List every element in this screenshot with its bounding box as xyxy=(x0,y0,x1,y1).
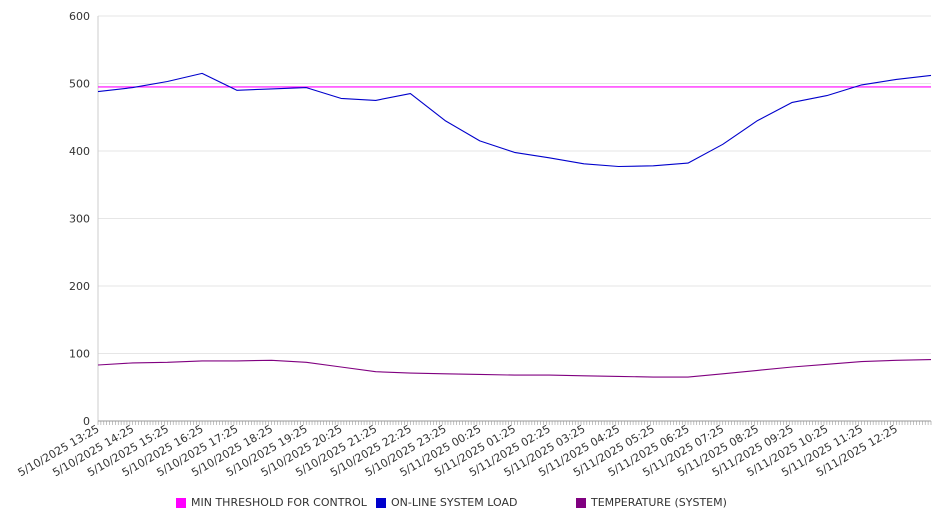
y-tick-label: 300 xyxy=(69,213,90,226)
y-tick-label: 600 xyxy=(69,10,90,23)
y-tick-labels: 0 100 200 300 400 500 600 xyxy=(69,10,90,428)
x-tick-labels: 5/10/2025 13:255/10/2025 14:255/10/2025 … xyxy=(16,422,900,479)
legend-label-min-threshold: MIN THRESHOLD FOR CONTROL xyxy=(191,496,367,509)
legend-swatch-temperature xyxy=(576,497,586,508)
series-layer xyxy=(97,72,932,378)
legend-item-system-load[interactable]: ON-LINE SYSTEM LOAD xyxy=(376,496,517,509)
legend-label-system-load: ON-LINE SYSTEM LOAD xyxy=(391,496,518,509)
grid-lines xyxy=(98,15,931,354)
y-tick-label: 200 xyxy=(69,280,90,293)
y-tick-label: 100 xyxy=(69,348,90,361)
legend-item-temperature[interactable]: TEMPERATURE (SYSTEM) xyxy=(576,496,727,509)
legend-swatch-system-load xyxy=(376,497,386,508)
legend-swatch-min-threshold xyxy=(176,497,186,508)
series-line-on-line-system-load xyxy=(97,72,932,168)
legend-label-temperature: TEMPERATURE (SYSTEM) xyxy=(591,496,727,509)
y-tick-label: 400 xyxy=(69,145,90,158)
axes xyxy=(97,16,932,425)
legend: MIN THRESHOLD FOR CONTROL ON-LINE SYSTEM… xyxy=(0,496,946,516)
y-tick-label: 500 xyxy=(69,78,90,91)
series-line-temperature-system xyxy=(97,359,932,378)
y-tick-label: 0 xyxy=(83,415,90,428)
legend-item-min-threshold[interactable]: MIN THRESHOLD FOR CONTROL xyxy=(176,496,367,509)
